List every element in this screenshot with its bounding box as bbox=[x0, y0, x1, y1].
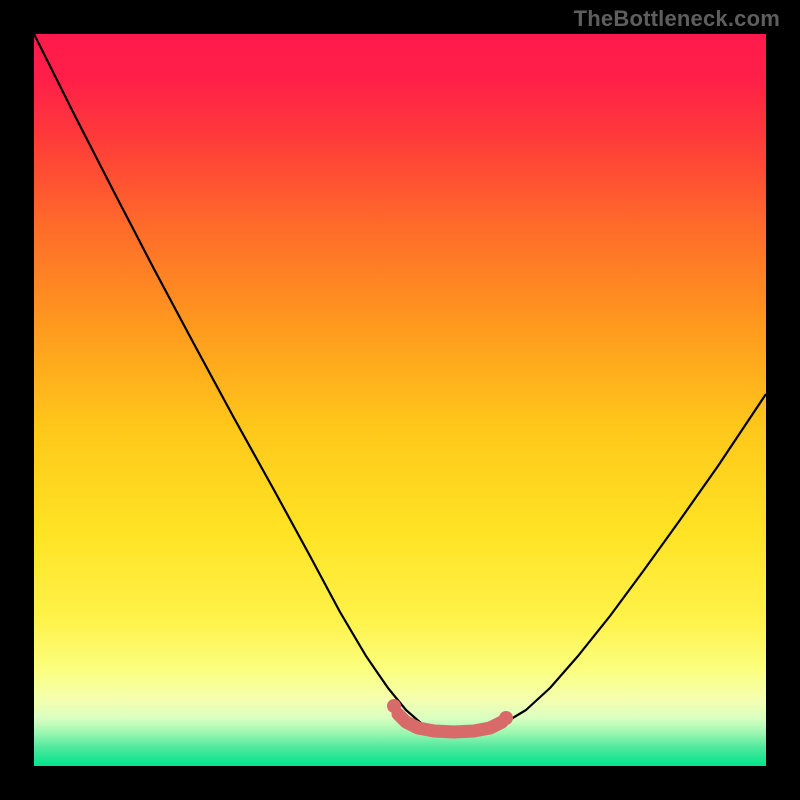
valley-dot bbox=[499, 711, 513, 725]
plot-area bbox=[34, 34, 766, 766]
gradient-background bbox=[34, 34, 766, 766]
valley-dot bbox=[387, 699, 401, 713]
chart-frame: TheBottleneck.com bbox=[0, 0, 800, 800]
watermark-text: TheBottleneck.com bbox=[574, 6, 780, 32]
chart-svg bbox=[34, 34, 766, 766]
